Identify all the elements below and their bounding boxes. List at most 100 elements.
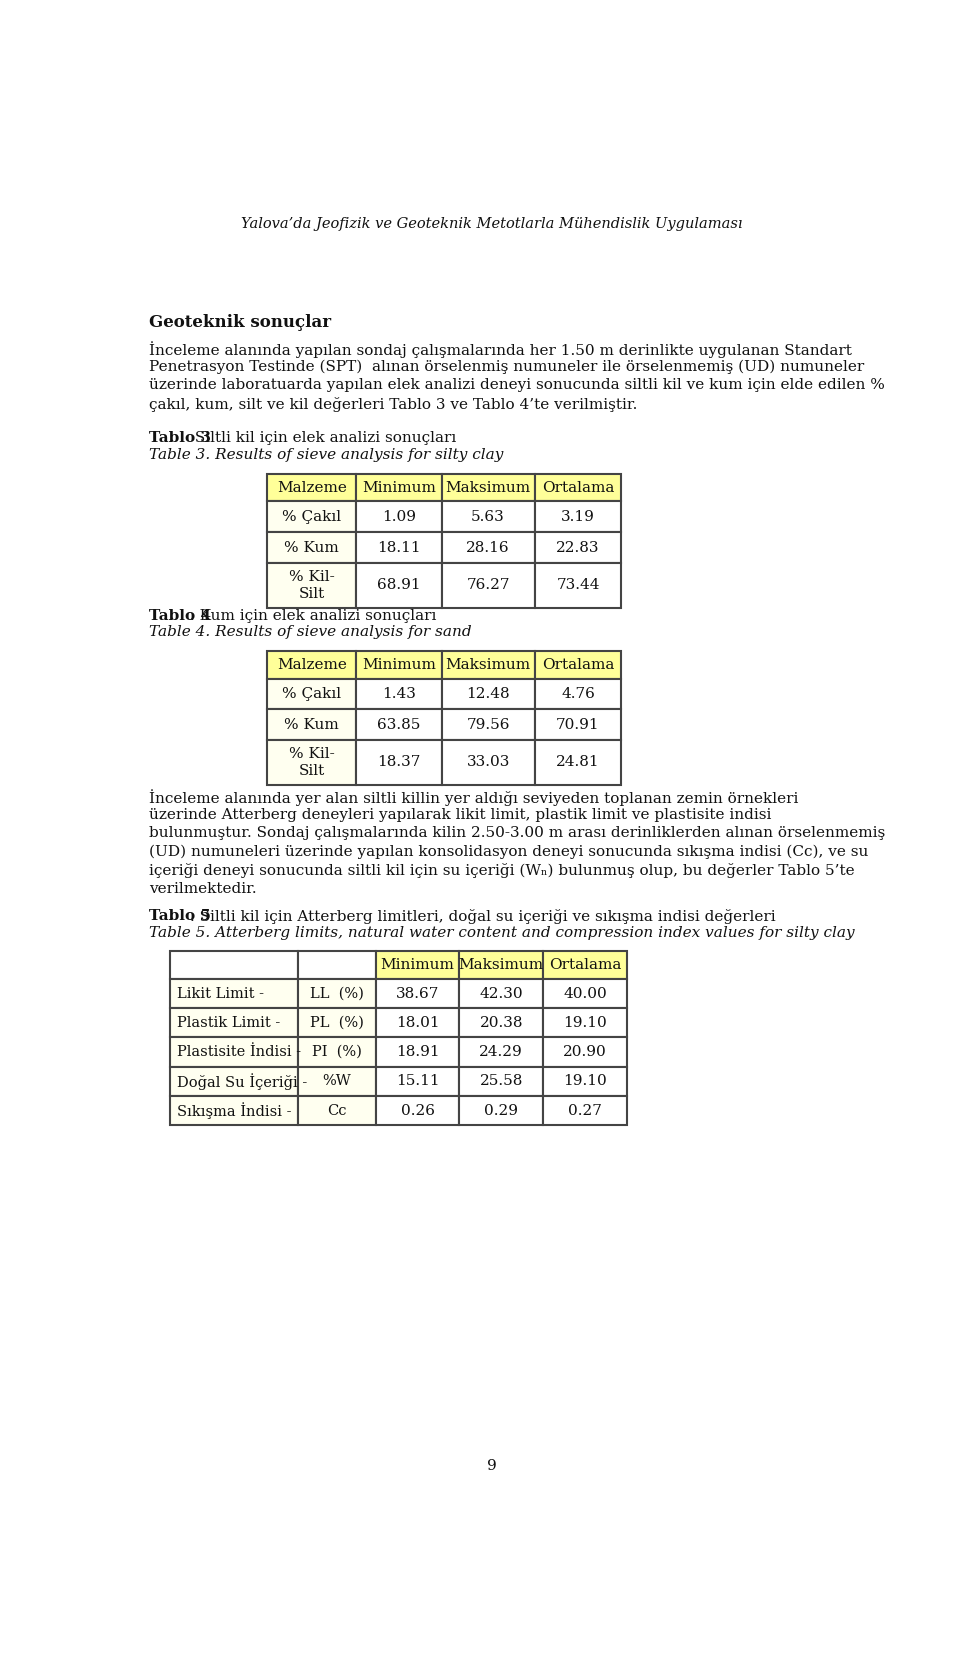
- Text: Likit Limit -: Likit Limit -: [177, 987, 264, 1000]
- Text: Yalova’da Jeofizik ve Geoteknik Metotlarla Mühendislik Uygulaması: Yalova’da Jeofizik ve Geoteknik Metotlar…: [241, 217, 743, 232]
- Bar: [356, 710, 442, 740]
- Bar: [442, 533, 535, 563]
- Text: PL  (%): PL (%): [310, 1015, 364, 1030]
- Bar: [375, 952, 460, 979]
- Text: Cc: Cc: [327, 1104, 347, 1117]
- Bar: [299, 1096, 375, 1126]
- Bar: [535, 678, 621, 710]
- Bar: [356, 501, 442, 533]
- Text: . Siltli kil için Atterberg limitleri, doğal su içeriği ve sıkışma indisi değerl: . Siltli kil için Atterberg limitleri, d…: [190, 908, 776, 924]
- Bar: [543, 1067, 627, 1096]
- Bar: [356, 651, 442, 678]
- Text: (UD) numuneleri üzerinde yapılan konsolidasyon deneyi sonucunda sıkışma indisi (: (UD) numuneleri üzerinde yapılan konsoli…: [150, 845, 869, 860]
- Text: 25.58: 25.58: [480, 1074, 523, 1089]
- Text: üzerinde laboratuarda yapılan elek analizi deneyi sonucunda siltli kil ve kum iç: üzerinde laboratuarda yapılan elek anali…: [150, 379, 885, 392]
- Bar: [375, 1037, 460, 1067]
- Text: İnceleme alanında yapılan sondaj çalışmalarında her 1.50 m derinlikte uygulanan : İnceleme alanında yapılan sondaj çalışma…: [150, 341, 852, 357]
- Bar: [375, 1096, 460, 1126]
- Text: 0.29: 0.29: [484, 1104, 518, 1117]
- Text: 5.63: 5.63: [471, 509, 505, 524]
- Bar: [460, 1009, 543, 1037]
- Text: Tablo 5: Tablo 5: [150, 908, 211, 924]
- Bar: [170, 952, 299, 979]
- Bar: [267, 678, 356, 710]
- Text: 68.91: 68.91: [377, 578, 420, 593]
- Bar: [442, 651, 535, 678]
- Text: Tablo 4: Tablo 4: [150, 608, 211, 623]
- Text: 1.43: 1.43: [382, 686, 416, 701]
- Bar: [460, 1037, 543, 1067]
- Text: PI  (%): PI (%): [312, 1045, 362, 1059]
- Bar: [375, 1067, 460, 1096]
- Text: 0.27: 0.27: [568, 1104, 602, 1117]
- Text: Plastisite İndisi -: Plastisite İndisi -: [177, 1045, 300, 1059]
- Text: 76.27: 76.27: [467, 578, 510, 593]
- Text: 3.19: 3.19: [561, 509, 595, 524]
- Text: %W: %W: [323, 1074, 351, 1089]
- Bar: [535, 533, 621, 563]
- Bar: [460, 1096, 543, 1126]
- Bar: [535, 474, 621, 501]
- Bar: [460, 952, 543, 979]
- Bar: [267, 501, 356, 533]
- Bar: [299, 1037, 375, 1067]
- Text: 18.11: 18.11: [377, 541, 420, 554]
- Text: 73.44: 73.44: [556, 578, 600, 593]
- Bar: [267, 651, 356, 678]
- Text: 19.10: 19.10: [564, 1015, 607, 1030]
- Text: Sıkışma İndisi -: Sıkışma İndisi -: [177, 1102, 291, 1119]
- Text: Malzeme: Malzeme: [276, 658, 347, 671]
- Text: Ortalama: Ortalama: [541, 658, 614, 671]
- Text: Ortalama: Ortalama: [549, 959, 621, 972]
- Bar: [442, 678, 535, 710]
- Text: 63.85: 63.85: [377, 718, 420, 731]
- Bar: [460, 979, 543, 1009]
- Text: 42.30: 42.30: [479, 987, 523, 1000]
- Bar: [267, 710, 356, 740]
- Bar: [299, 952, 375, 979]
- Bar: [170, 1067, 299, 1096]
- Text: Malzeme: Malzeme: [276, 481, 347, 494]
- Bar: [375, 979, 460, 1009]
- Bar: [543, 1037, 627, 1067]
- Bar: [535, 651, 621, 678]
- Bar: [535, 501, 621, 533]
- Bar: [267, 474, 356, 501]
- Text: 24.29: 24.29: [479, 1045, 523, 1059]
- Bar: [267, 740, 356, 785]
- Bar: [442, 563, 535, 608]
- Bar: [356, 533, 442, 563]
- Text: % Kum: % Kum: [284, 718, 339, 731]
- Bar: [442, 740, 535, 785]
- Bar: [170, 979, 299, 1009]
- Bar: [299, 979, 375, 1009]
- Bar: [535, 563, 621, 608]
- Text: 22.83: 22.83: [556, 541, 600, 554]
- Text: İnceleme alanında yer alan siltli killin yer aldığı seviyeden toplanan zemin örn: İnceleme alanında yer alan siltli killin…: [150, 790, 799, 807]
- Text: 12.48: 12.48: [467, 686, 510, 701]
- Text: çakıl, kum, silt ve kil değerleri Tablo 3 ve Tablo 4’te verilmiştir.: çakıl, kum, silt ve kil değerleri Tablo …: [150, 397, 637, 412]
- Text: Minimum: Minimum: [362, 658, 436, 671]
- Bar: [356, 563, 442, 608]
- Text: % Kil-
Silt: % Kil- Silt: [289, 746, 335, 778]
- Text: LL  (%): LL (%): [310, 987, 364, 1000]
- Text: 20.90: 20.90: [564, 1045, 607, 1059]
- Text: % Çakıl: % Çakıl: [282, 509, 342, 524]
- Bar: [170, 1009, 299, 1037]
- Bar: [170, 1096, 299, 1126]
- Bar: [299, 1009, 375, 1037]
- Text: 79.56: 79.56: [467, 718, 510, 731]
- Bar: [535, 710, 621, 740]
- Text: 18.01: 18.01: [396, 1015, 440, 1030]
- Text: Geoteknik sonuçlar: Geoteknik sonuçlar: [150, 314, 331, 331]
- Bar: [356, 740, 442, 785]
- Bar: [356, 678, 442, 710]
- Text: Minimum: Minimum: [381, 959, 454, 972]
- Text: Plastik Limit -: Plastik Limit -: [177, 1015, 279, 1030]
- Text: Ortalama: Ortalama: [541, 481, 614, 494]
- Bar: [267, 563, 356, 608]
- Text: Doğal Su İçeriği -: Doğal Su İçeriği -: [177, 1072, 307, 1091]
- Text: 19.10: 19.10: [564, 1074, 607, 1089]
- Text: içeriği deneyi sonucunda siltli kil için su içeriği (Wₙ) bulunmuş olup, bu değer: içeriği deneyi sonucunda siltli kil için…: [150, 863, 855, 878]
- Text: 33.03: 33.03: [467, 755, 510, 770]
